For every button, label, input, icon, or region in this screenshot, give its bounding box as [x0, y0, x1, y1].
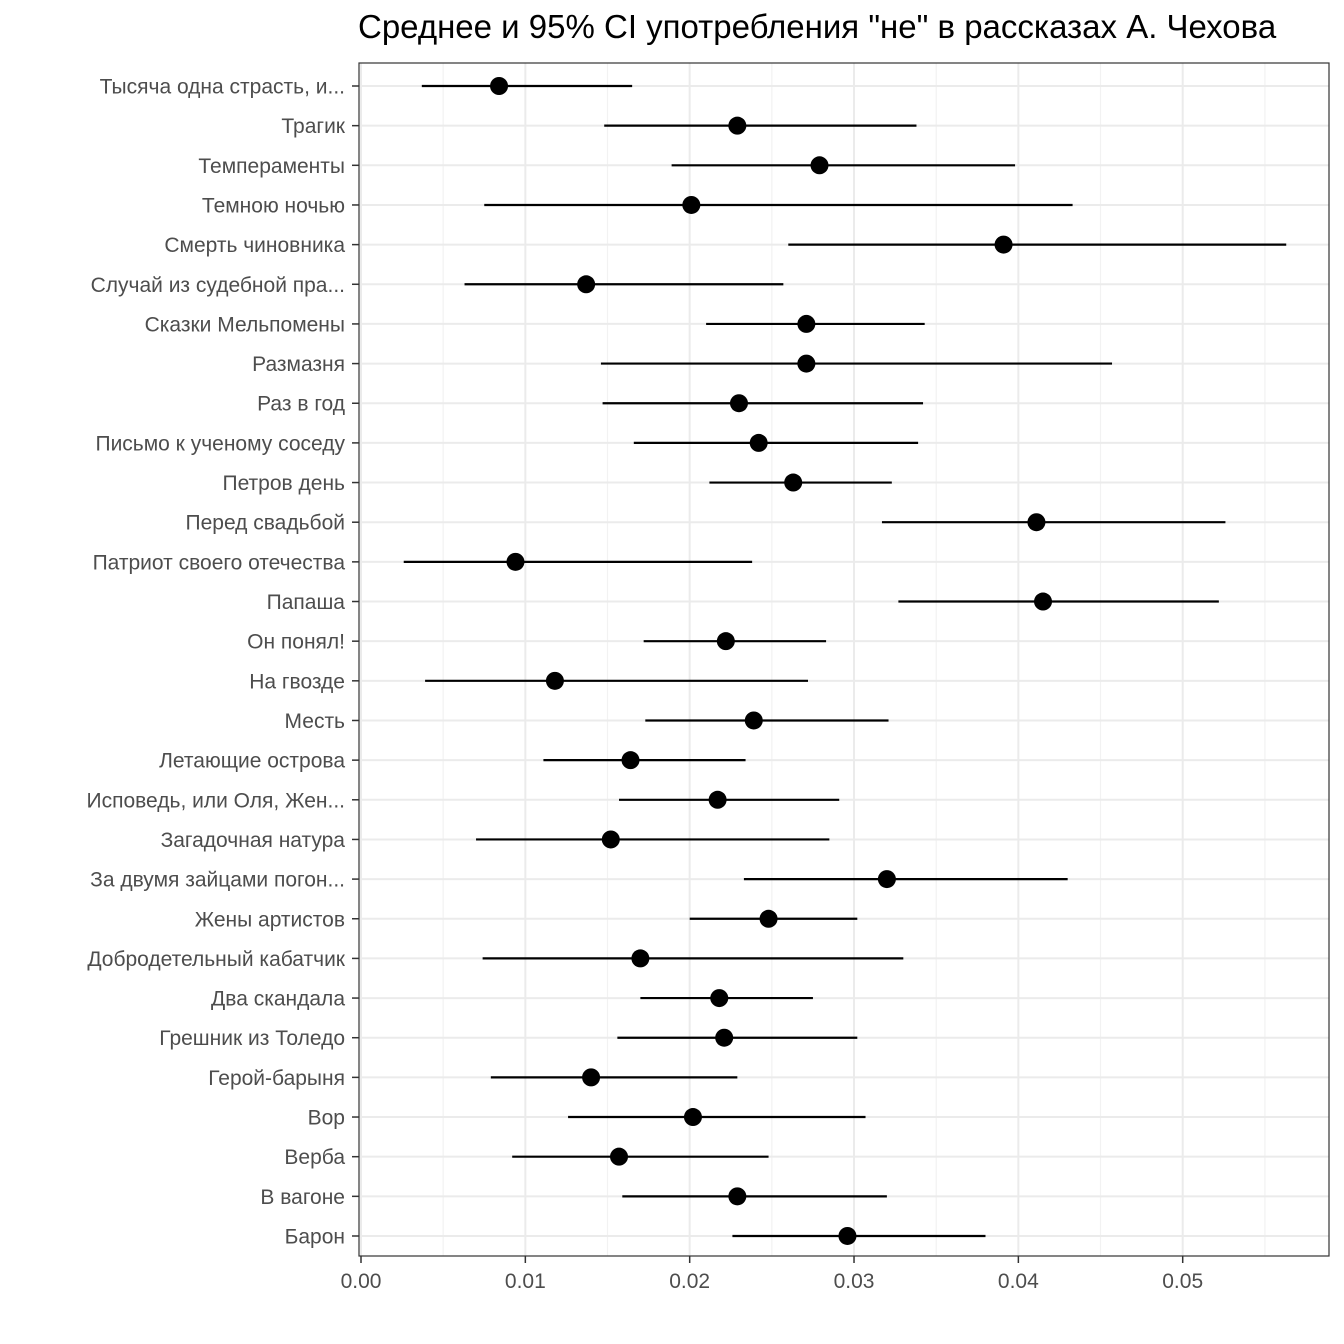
mean-point: [744, 711, 763, 730]
mean-point: [797, 354, 816, 373]
mean-point: [728, 116, 747, 135]
mean-points: [490, 77, 1053, 1245]
y-tick-label: Барон: [285, 1225, 345, 1248]
mean-point: [621, 751, 640, 770]
minor-grid: [442, 63, 1266, 1256]
y-tick-label: Патриот своего отечества: [93, 551, 346, 574]
y-tick-label: За двумя зайцами погон...: [90, 869, 345, 892]
mean-point: [710, 989, 729, 1008]
y-tick-label: Месть: [285, 710, 346, 733]
y-tick-label: Герой-барыня: [208, 1067, 345, 1090]
mean-point: [577, 275, 596, 294]
mean-point: [715, 1028, 734, 1047]
y-tick-label: Темпераменты: [198, 155, 345, 178]
mean-point: [759, 909, 778, 928]
mean-point: [1027, 513, 1046, 532]
y-axis: Тысяча одна страсть, и... Трагик Темпераме…: [86, 76, 359, 1248]
mean-point: [708, 790, 727, 809]
y-tick-label: Папаша: [267, 591, 346, 614]
y-tick-label: Он понял!: [247, 631, 345, 654]
y-tick-label: Жены артистов: [195, 908, 345, 931]
y-tick-label: Два скандала: [211, 988, 345, 1011]
mean-point: [729, 394, 748, 413]
chart-title: Среднее и 95% CI употребления "не" в рас…: [358, 8, 1277, 45]
y-tick-label: Случай из судебной пра...: [91, 274, 345, 297]
y-tick-label: На гвозде: [249, 670, 345, 693]
y-tick-label: Петров день: [222, 472, 345, 495]
y-tick-label: Перед свадьбой: [186, 512, 346, 535]
mean-point: [601, 830, 620, 849]
mean-point: [506, 552, 525, 571]
x-tick-label: 0.02: [669, 1270, 710, 1293]
x-tick-label: 0.05: [1162, 1270, 1203, 1293]
mean-point: [682, 195, 701, 214]
y-tick-label: Сказки Мельпомены: [145, 313, 345, 336]
mean-point: [810, 156, 829, 175]
mean-point: [631, 949, 650, 968]
mean-point: [877, 870, 896, 889]
y-tick-label: Раз в год: [257, 393, 345, 416]
mean-point: [797, 314, 816, 333]
mean-point: [545, 671, 564, 690]
mean-point: [749, 433, 768, 452]
y-tick-label: Летающие острова: [159, 750, 345, 773]
y-tick-label: Верба: [284, 1146, 345, 1169]
mean-point: [490, 77, 509, 95]
y-tick-label: Темною ночью: [202, 194, 345, 217]
x-tick-label: 0.03: [834, 1270, 875, 1293]
mean-point: [1034, 592, 1053, 611]
x-tick-label: 0.00: [341, 1270, 382, 1293]
y-tick-label: Размазня: [252, 353, 345, 376]
error-bars: [403, 84, 1287, 1238]
x-tick-label: 0.04: [998, 1270, 1039, 1293]
y-tick-label: Добродетельный кабатчик: [87, 948, 345, 971]
y-tick-label: Вор: [308, 1107, 345, 1130]
y-tick-label: Смерть чиновника: [164, 234, 345, 257]
mean-point: [716, 632, 735, 651]
mean-point: [728, 1187, 747, 1206]
mean-point: [838, 1226, 857, 1245]
x-axis: 0.00 0.01 0.02 0.03 0.04 0.05: [341, 1256, 1203, 1293]
mean-point: [582, 1068, 601, 1087]
y-tick-label: Грешник из Толедо: [159, 1027, 345, 1050]
x-tick-label: 0.01: [505, 1270, 546, 1293]
mean-point: [994, 235, 1013, 254]
y-tick-label: Трагик: [281, 115, 345, 138]
y-tick-label: Тысяча одна страсть, и...: [100, 76, 345, 99]
plot-panel-border: [358, 62, 1330, 1257]
mean-point: [610, 1147, 629, 1166]
y-tick-label: Письмо к ученому соседу: [95, 432, 345, 455]
mean-point: [683, 1108, 702, 1127]
y-tick-label: В вагоне: [260, 1186, 345, 1209]
y-tick-label: Исповедь, или Оля, Жен...: [86, 789, 345, 812]
y-tick-label: Загадочная натура: [161, 829, 346, 852]
mean-point: [784, 473, 803, 492]
